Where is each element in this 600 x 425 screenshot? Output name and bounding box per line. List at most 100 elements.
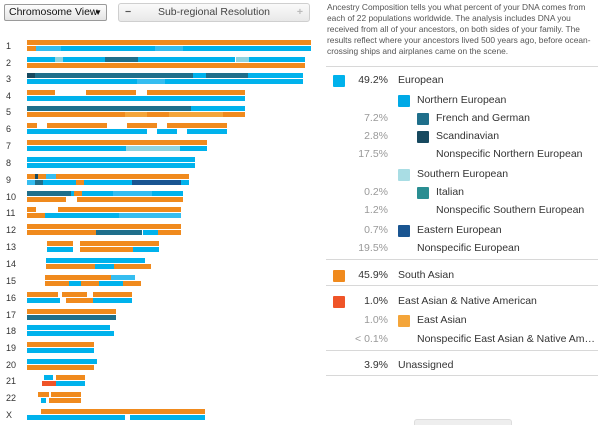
chromosome-segment[interactable] — [27, 90, 56, 95]
chromosome-segment[interactable] — [56, 375, 85, 380]
chromosome-segment[interactable] — [190, 106, 245, 111]
chromosome-segment[interactable] — [76, 197, 183, 202]
bottom-tab[interactable] — [414, 419, 512, 425]
chromosome-segment[interactable] — [142, 230, 158, 235]
chromosome-segment[interactable] — [27, 106, 191, 111]
chromosome-segment[interactable] — [132, 247, 159, 252]
composition-row[interactable]: 45.9% South Asian — [326, 266, 598, 285]
chromosome-segment[interactable] — [167, 123, 227, 128]
chromosome-segment[interactable] — [95, 264, 114, 269]
chromosome-segment[interactable] — [235, 57, 250, 62]
zoom-in-button[interactable]: + — [296, 6, 303, 18]
chromosome-segment[interactable] — [99, 281, 123, 286]
chromosome-segment[interactable] — [157, 129, 177, 134]
chromosome-segment[interactable] — [27, 292, 58, 297]
chromosome-segment[interactable] — [125, 112, 147, 117]
chromosome-segment[interactable] — [27, 298, 60, 303]
composition-row[interactable]: Northern European — [326, 91, 598, 110]
chromosome-segment[interactable] — [126, 146, 180, 151]
chromosome-segment[interactable] — [47, 123, 107, 128]
chromosome-segment[interactable] — [247, 73, 303, 78]
chromosome-segment[interactable] — [46, 241, 74, 246]
chromosome-segment[interactable] — [180, 146, 207, 151]
chromosome-segment[interactable] — [27, 140, 207, 145]
composition-row[interactable]: 1.0% East Asian & Native American — [326, 292, 598, 311]
chromosome-segment[interactable] — [146, 112, 169, 117]
composition-row[interactable]: 3.9% Unassigned — [326, 356, 598, 375]
chromosome-segment[interactable] — [27, 359, 98, 364]
chromosome-segment[interactable] — [37, 392, 49, 397]
chromosome-segment[interactable] — [146, 90, 245, 95]
chromosome-segment[interactable] — [93, 298, 132, 303]
chromosome-segment[interactable] — [27, 96, 245, 101]
chromosome-segment[interactable] — [54, 57, 64, 62]
chromosome-segment[interactable] — [56, 174, 141, 179]
chromosome-segment[interactable] — [27, 123, 37, 128]
composition-row[interactable]: 49.2% European — [326, 71, 598, 90]
chromosome-segment[interactable] — [123, 281, 141, 286]
chromosome-segment[interactable] — [27, 79, 138, 84]
chromosome-segment[interactable] — [249, 57, 305, 62]
chromosome-segment[interactable] — [27, 157, 195, 162]
chromosome-segment[interactable] — [27, 342, 94, 347]
chromosome-segment[interactable] — [70, 191, 74, 196]
chromosome-segment[interactable] — [140, 174, 189, 179]
chromosome-segment[interactable] — [81, 191, 113, 196]
composition-row[interactable]: 1.2% Nonspecific Southern European — [326, 201, 598, 220]
chromosome-segment[interactable] — [168, 112, 224, 117]
chromosome-segment[interactable] — [223, 112, 245, 117]
chromosome-segment[interactable] — [27, 57, 55, 62]
chromosome-segment[interactable] — [27, 315, 117, 320]
chromosome-segment[interactable] — [43, 180, 76, 185]
chromosome-segment[interactable] — [27, 207, 37, 212]
chromosome-segment[interactable] — [127, 123, 157, 128]
chromosome-segment[interactable] — [65, 298, 93, 303]
composition-row[interactable]: Southern European — [326, 165, 598, 184]
chromosome-segment[interactable] — [27, 365, 94, 370]
view-select-dropdown[interactable]: Chromosome View ▼ — [4, 4, 107, 21]
chromosome-segment[interactable] — [27, 197, 66, 202]
chromosome-segment[interactable] — [27, 129, 147, 134]
chromosome-segment[interactable] — [45, 281, 69, 286]
chromosome-segment[interactable] — [27, 415, 125, 420]
chromosome-segment[interactable] — [27, 348, 94, 353]
chromosome-segment[interactable] — [35, 46, 62, 51]
chromosome-segment[interactable] — [27, 63, 305, 68]
chromosome-segment[interactable] — [48, 398, 81, 403]
chromosome-segment[interactable] — [27, 146, 126, 151]
composition-row[interactable]: < 0.1% Nonspecific East Asian & Native Am… — [326, 330, 598, 349]
chromosome-segment[interactable] — [79, 247, 133, 252]
chromosome-segment[interactable] — [79, 241, 159, 246]
chromosome-segment[interactable] — [27, 230, 97, 235]
chromosome-segment[interactable] — [27, 40, 311, 45]
chromosome-segment[interactable] — [41, 409, 205, 414]
chromosome-segment[interactable] — [27, 174, 36, 179]
chromosome-segment[interactable] — [130, 415, 205, 420]
chromosome-segment[interactable] — [27, 73, 36, 78]
chromosome-segment[interactable] — [38, 174, 47, 179]
chromosome-segment[interactable] — [27, 163, 195, 168]
chromosome-segment[interactable] — [35, 174, 39, 179]
chromosome-segment[interactable] — [113, 264, 151, 269]
composition-row[interactable]: 1.0% East Asian — [326, 311, 598, 330]
chromosome-segment[interactable] — [192, 73, 207, 78]
chromosome-segment[interactable] — [73, 191, 82, 196]
chromosome-segment[interactable] — [27, 309, 117, 314]
chromosome-segment[interactable] — [85, 90, 136, 95]
chromosome-segment[interactable] — [206, 73, 248, 78]
chromosome-segment[interactable] — [56, 381, 85, 386]
chromosome-segment[interactable] — [62, 292, 88, 297]
chromosome-segment[interactable] — [75, 180, 84, 185]
chromosome-segment[interactable] — [183, 46, 311, 51]
chromosome-segment[interactable] — [46, 174, 57, 179]
chromosome-segment[interactable] — [69, 281, 81, 286]
chromosome-segment[interactable] — [154, 46, 184, 51]
chromosome-segment[interactable] — [111, 275, 135, 280]
chromosome-segment[interactable] — [35, 180, 44, 185]
chromosome-segment[interactable] — [165, 79, 303, 84]
chromosome-segment[interactable] — [40, 398, 46, 403]
composition-row[interactable]: 19.5% Nonspecific European — [326, 239, 598, 258]
chromosome-segment[interactable] — [27, 213, 46, 218]
chromosome-segment[interactable] — [44, 375, 54, 380]
chromosome-segment[interactable] — [35, 73, 193, 78]
